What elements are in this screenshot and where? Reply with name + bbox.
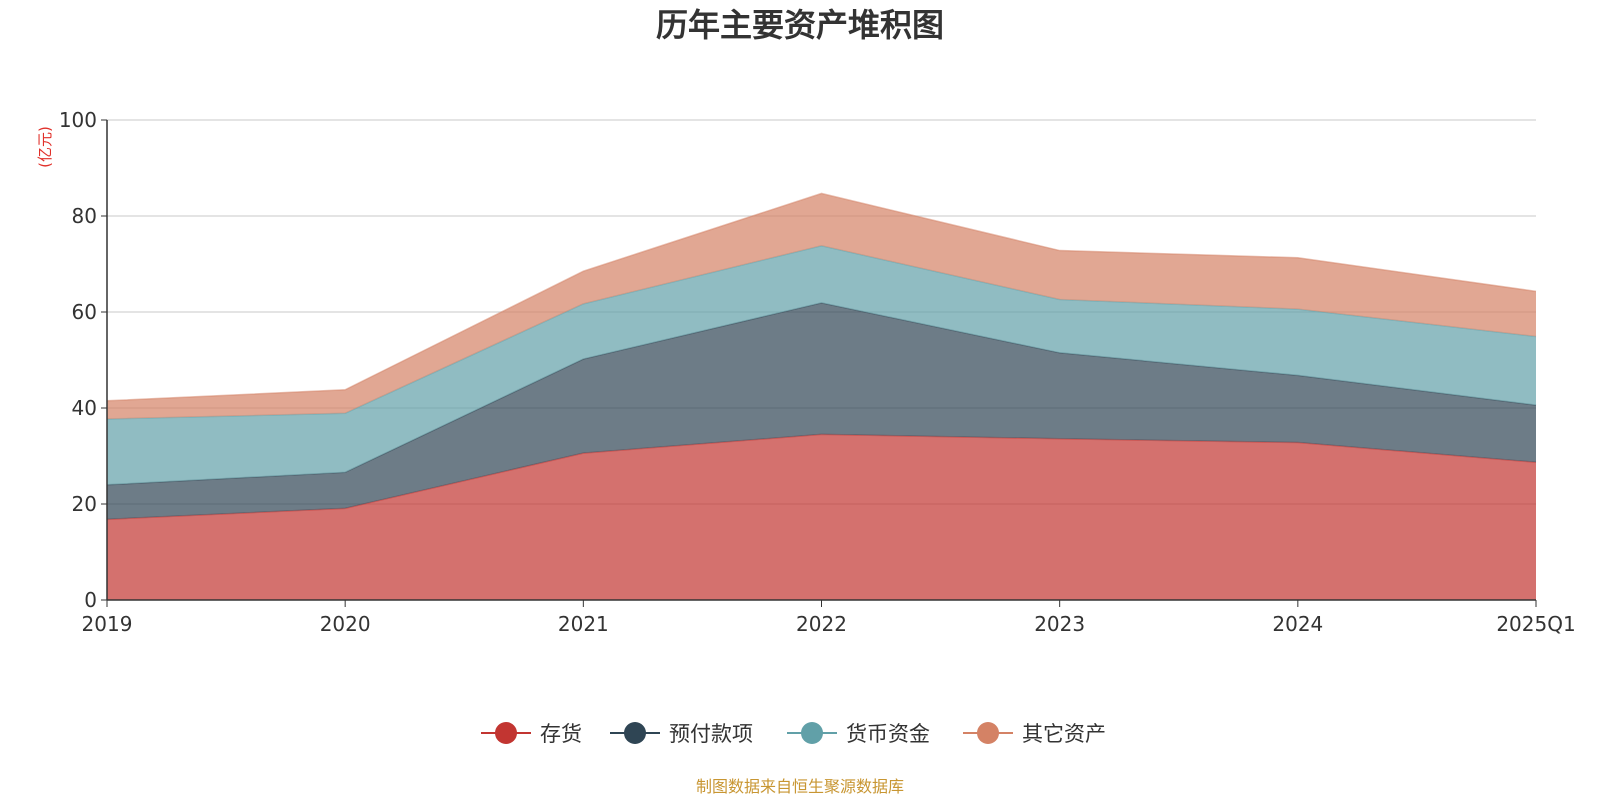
legend-item-1[interactable]: 预付款项 xyxy=(610,722,753,746)
legend-marker xyxy=(624,722,646,744)
x-tick-label: 2025Q1 xyxy=(1496,612,1575,636)
legend-label: 存货 xyxy=(540,722,582,746)
x-tick-label: 2024 xyxy=(1272,612,1323,636)
y-tick-label: 20 xyxy=(72,492,97,516)
legend-item-2[interactable]: 货币资金 xyxy=(787,722,930,746)
data-source: 制图数据来自恒生聚源数据库 xyxy=(696,777,904,796)
x-tick-label: 2023 xyxy=(1034,612,1085,636)
legend-label: 货币资金 xyxy=(846,722,930,746)
x-tick-label: 2022 xyxy=(796,612,847,636)
x-tick-label: 2019 xyxy=(82,612,133,636)
area-1[interactable] xyxy=(107,302,1536,520)
y-axis-unit: (亿元) xyxy=(36,126,54,168)
legend-item-3[interactable]: 其它资产 xyxy=(963,722,1106,746)
area-0[interactable] xyxy=(107,434,1536,600)
legend-marker xyxy=(977,722,999,744)
y-tick-label: 100 xyxy=(59,108,97,132)
area-2[interactable] xyxy=(107,245,1536,485)
chart-title: 历年主要资产堆积图 xyxy=(656,6,944,44)
legend-marker xyxy=(495,722,517,744)
x-tick-label: 2020 xyxy=(320,612,371,636)
legend-label: 预付款项 xyxy=(669,722,753,746)
y-tick-label: 80 xyxy=(72,204,97,228)
series-line-3 xyxy=(106,192,1537,402)
y-tick-label: 0 xyxy=(84,588,97,612)
legend-label: 其它资产 xyxy=(1022,722,1106,746)
legend-marker xyxy=(801,722,823,744)
y-tick-label: 40 xyxy=(72,396,97,420)
legend-item-0[interactable]: 存货 xyxy=(481,722,582,746)
x-tick-label: 2021 xyxy=(558,612,609,636)
y-tick-label: 60 xyxy=(72,300,97,324)
area-3[interactable] xyxy=(107,193,1536,420)
